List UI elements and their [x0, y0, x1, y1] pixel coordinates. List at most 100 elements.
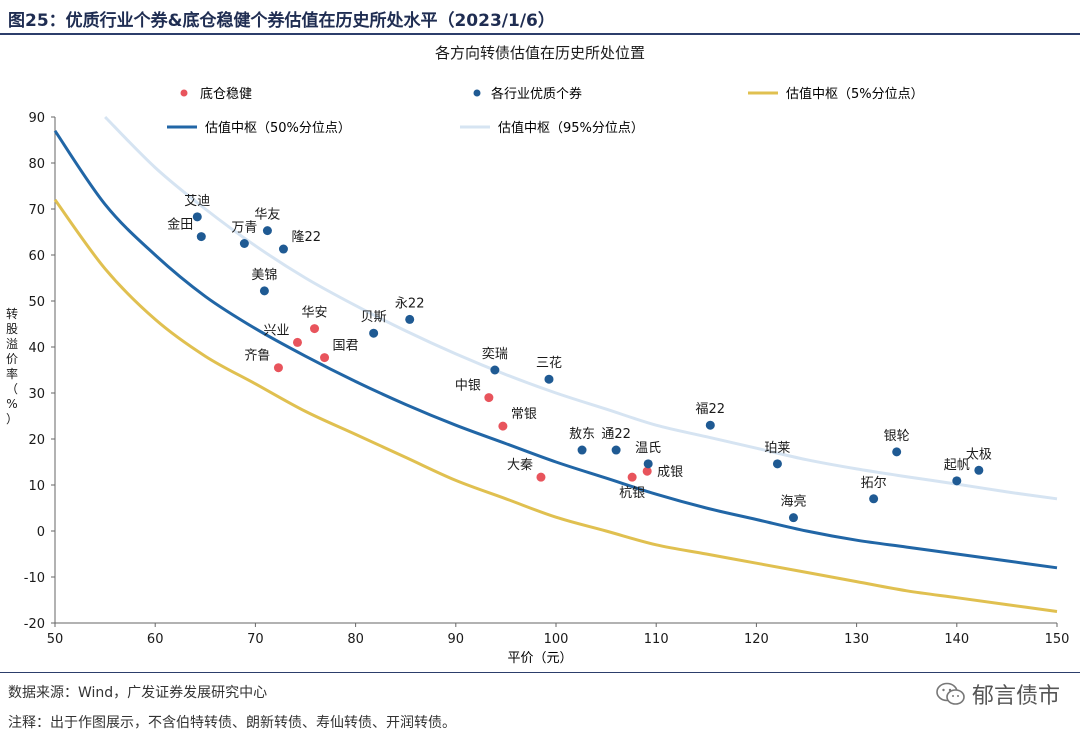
x-axis: 50 60 70 80 90 100 110 120 130 140 150: [47, 622, 1070, 647]
x-tick-label: 120: [744, 632, 769, 647]
legend-label-blue: 各行业优质个券: [491, 86, 582, 102]
red-point: [642, 466, 652, 476]
curve-50pct: [53, 129, 1058, 570]
point-label: 太极: [966, 447, 992, 462]
blue-point: [772, 459, 782, 469]
blue-point: [643, 459, 653, 469]
y-tick-label: 10: [28, 479, 45, 494]
blue-point: [952, 476, 962, 486]
legend: 底仓稳健 各行业优质个券 估值中枢（5%分位点） 估值中枢（50%分位点） 估值…: [167, 86, 924, 136]
legend-marker-red-dot: [180, 89, 188, 97]
point-label: 中银: [455, 379, 481, 394]
y-tick-label: -10: [24, 571, 45, 586]
blue-point: [788, 513, 798, 523]
blue-point: [262, 226, 272, 236]
point-label: 拓尔: [861, 476, 887, 491]
point-label: 万青: [231, 221, 257, 236]
x-tick-label: 60: [147, 632, 164, 647]
point-label: 通22: [601, 427, 631, 442]
x-tick-label: 80: [347, 632, 364, 647]
x-tick-label: 150: [1045, 632, 1070, 647]
point-label: 三花: [536, 355, 562, 371]
point-label: 大秦: [507, 458, 533, 473]
chart-title: 各方向转债估值在历史所处位置: [435, 44, 645, 62]
x-axis-label: 平价（元）: [507, 651, 572, 666]
blue-point: [490, 365, 500, 375]
point-label: 敖东: [569, 426, 595, 442]
blue-point: [869, 494, 879, 504]
red-point: [627, 472, 637, 482]
y-tick-label: 50: [28, 295, 45, 310]
point-label: 温氏: [635, 441, 661, 456]
y-tick-label: 0: [37, 525, 45, 540]
blue-point: [705, 420, 715, 430]
curve-5pct: [53, 198, 1058, 613]
point-label: 艾迪: [184, 194, 210, 209]
point-label: 奕瑞: [482, 346, 508, 362]
point-label: 隆22: [291, 230, 321, 245]
point-label: 银轮: [884, 429, 910, 444]
y-tick-label: 40: [28, 341, 45, 356]
point-label: 贝斯: [361, 310, 387, 325]
point-label: 永22: [395, 296, 425, 311]
figure-header: 图25：优质行业个券&底仓稳健个券估值在历史所处水平（2023/1/6）: [0, 0, 1080, 35]
x-tick-label: 70: [247, 632, 264, 647]
point-label: 常银: [511, 407, 537, 422]
red-point: [273, 363, 283, 373]
point-label: 杭银: [619, 486, 645, 501]
point-label: 海亮: [780, 494, 806, 510]
point-label: 珀莱: [764, 441, 790, 456]
wechat-icon: [936, 682, 965, 705]
point-label: 国君: [333, 339, 359, 354]
brand-watermark: 郁言债市: [936, 678, 1060, 710]
blue-point: [196, 232, 206, 242]
y-tick-label: -20: [24, 617, 45, 632]
red-point: [536, 472, 546, 482]
red-point: [484, 393, 494, 403]
x-tick-label: 130: [844, 632, 869, 647]
point-label: 美锦: [251, 268, 277, 283]
x-tick-label: 50: [47, 632, 64, 647]
curve-95pct: [104, 115, 1058, 501]
footer-rule: [0, 672, 1080, 673]
brand-name: 郁言债市: [971, 684, 1060, 709]
point-label: 成银: [657, 465, 683, 480]
y-tick-label: 20: [28, 433, 45, 448]
point-label: 华友: [254, 207, 280, 223]
x-tick-label: 110: [644, 632, 669, 647]
x-tick-label: 100: [544, 632, 569, 647]
blue-point: [192, 212, 202, 222]
red-point: [310, 324, 320, 334]
figure-title: 图25：优质行业个券&底仓稳健个券估值在历史所处水平（2023/1/6）: [8, 11, 555, 31]
legend-marker-blue-dot: [473, 89, 481, 97]
blue-point: [544, 374, 554, 384]
point-label: 齐鲁: [244, 348, 270, 364]
legend-label-5pct: 估值中枢（5%分位点）: [786, 86, 924, 102]
y-axis-label: 转股溢价率（%）: [6, 306, 18, 426]
data-source: 数据来源：Wind，广发证券发展研究中心: [8, 685, 268, 701]
y-tick-label: 60: [28, 249, 45, 264]
blue-point: [892, 447, 902, 457]
x-tick-label: 140: [944, 632, 969, 647]
blue-point: [278, 244, 288, 254]
y-tick-label: 80: [28, 157, 45, 172]
red-point: [498, 421, 508, 431]
y-tick-label: 70: [28, 203, 45, 218]
y-tick-label: 30: [28, 387, 45, 402]
scatter-chart: 各方向转债估值在历史所处位置 底仓稳健 各行业优质个券 估值中枢（5%分位点） …: [6, 44, 1070, 666]
blue-point: [405, 314, 415, 324]
blue-point: [577, 445, 587, 455]
legend-label-50pct: 估值中枢（50%分位点）: [205, 120, 351, 136]
blue-point: [611, 445, 621, 455]
point-label: 兴业: [263, 323, 289, 338]
red-point: [320, 353, 330, 363]
point-label: 起帆: [944, 458, 970, 473]
y-axis: -20 -10 0 10 20 30 40 50 60 70 80 90: [24, 111, 56, 632]
blue-point: [259, 286, 269, 296]
point-label: 金田: [167, 217, 193, 233]
blue-point: [369, 328, 379, 338]
curves: [53, 115, 1058, 613]
y-axis-label-text: 转股溢价率（%）: [6, 306, 18, 426]
blue-point: [974, 465, 984, 475]
